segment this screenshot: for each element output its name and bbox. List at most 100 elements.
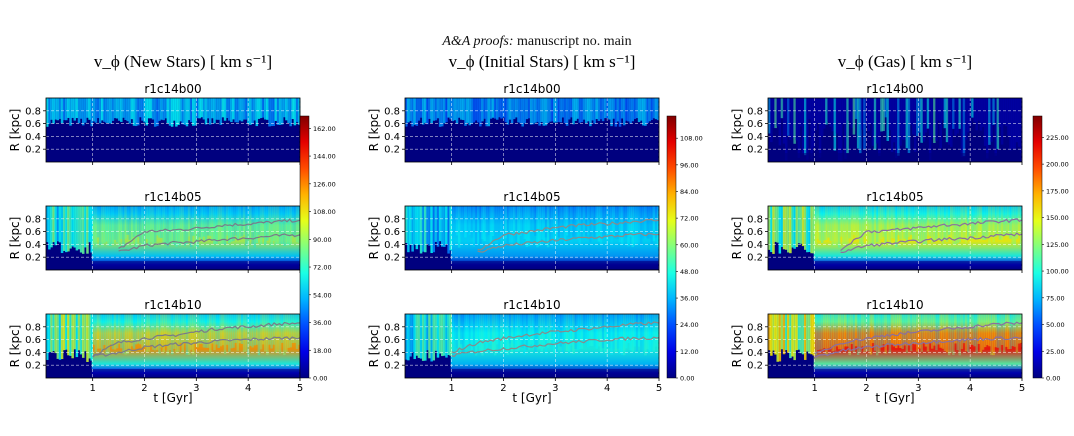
heatmap-cell [992, 314, 995, 356]
heatmap-cell [230, 206, 233, 242]
heatmap-cell [582, 206, 586, 238]
heatmap-cell [825, 314, 828, 355]
heatmap-cell [986, 98, 989, 159]
heatmap-cell [654, 206, 658, 238]
heatmap-cell [405, 98, 408, 127]
heatmap-cell [603, 314, 607, 354]
heatmap-cell [244, 314, 248, 352]
heatmap-cell [540, 98, 543, 123]
heatmap-cell [285, 206, 288, 246]
heatmap-cell [242, 314, 246, 353]
heatmap-cell [920, 206, 923, 242]
heatmap-cell [787, 314, 790, 353]
heatmap-cell [158, 314, 161, 354]
heatmap-cell [84, 314, 87, 352]
heatmap-cell [60, 314, 64, 360]
heatmap-cell [935, 314, 938, 351]
heatmap-cell [784, 314, 788, 351]
x-tick-label: 3 [193, 383, 199, 394]
heatmap-cell [616, 314, 620, 349]
heatmap-cell [880, 314, 883, 348]
heatmap-cell [67, 206, 70, 252]
heatmap-cell [996, 314, 1000, 348]
heatmap-cell [542, 314, 546, 349]
heatmap-cell [555, 314, 558, 354]
heatmap-cell [194, 98, 197, 126]
heatmap-cell [861, 98, 864, 130]
heatmap-cell [580, 98, 584, 123]
heatmap-cell [411, 206, 414, 252]
heatmap-cell [772, 206, 775, 254]
heatmap-cell [650, 98, 654, 121]
heatmap-cell [620, 98, 624, 119]
heatmap-cell [107, 314, 110, 356]
heatmap-cell [498, 206, 501, 245]
heatmap-cell [92, 206, 96, 244]
heatmap-cell [65, 206, 68, 253]
heatmap-cell [240, 314, 244, 344]
heatmap-cell [481, 98, 484, 122]
colorbar-tick-label: 72.00 [680, 215, 699, 223]
y-tick-label: 0.4 [25, 240, 41, 251]
heatmap-cell [413, 206, 416, 245]
y-tick-label: 0.8 [384, 322, 400, 333]
heatmap-cell [134, 314, 138, 345]
heatmap-cell [801, 314, 805, 355]
heatmap-cell [563, 206, 567, 244]
heatmap-cell [449, 314, 452, 356]
heatmap-cell [476, 98, 480, 123]
series-line-upper [477, 218, 660, 251]
heatmap-cell [251, 314, 254, 348]
heatmap-cell [966, 206, 970, 240]
heatmap-cell [582, 98, 586, 120]
heatmap-cell [850, 98, 854, 128]
heatmap-cell [173, 206, 176, 246]
heatmap-cell [789, 98, 792, 141]
heatmap-cell [1015, 206, 1019, 239]
heatmap-cell [160, 314, 163, 348]
heatmap-cell [411, 98, 414, 127]
heatmap-cell [481, 206, 484, 240]
heatmap-cell [92, 314, 96, 345]
y-tick-label: 0.4 [747, 348, 763, 359]
heatmap-cell [890, 206, 894, 239]
heatmap-cell [612, 314, 615, 350]
heatmap-cell [96, 314, 100, 349]
heatmap-cell [238, 206, 242, 238]
heatmap-cell [928, 314, 932, 344]
heatmap-field [91, 206, 300, 270]
heatmap-cell [525, 314, 529, 350]
heatmap-cell [774, 314, 777, 355]
heatmap-cell [793, 206, 796, 249]
series-line-lower [451, 336, 660, 358]
heatmap-cell [627, 98, 630, 122]
heatmap-cell [892, 206, 896, 239]
heatmap-cell [268, 314, 271, 345]
heatmap-cell [128, 98, 132, 124]
y-axis-label: R [kpc] [8, 217, 22, 260]
heatmap-cell [432, 314, 436, 361]
heatmap-cell [117, 314, 121, 344]
heatmap-cell [808, 206, 811, 252]
heatmap-cell [584, 206, 588, 236]
y-tick-label: 0.4 [25, 348, 41, 359]
heatmap-field [813, 314, 1022, 378]
heatmap-cell [208, 98, 212, 125]
heatmap-cell [565, 98, 569, 126]
heatmap-cell [295, 206, 299, 243]
heatmap-cell [772, 98, 775, 129]
heatmap-cell [608, 98, 611, 120]
heatmap-cell [873, 98, 877, 150]
heatmap-cell [886, 98, 890, 141]
heatmap-cell [230, 314, 233, 349]
heatmap-cell [627, 206, 630, 247]
heatmap-cell [521, 206, 524, 246]
colorbar-tick-label: 126.00 [313, 180, 336, 188]
heatmap-cell [460, 206, 463, 238]
heatmap-cell [86, 98, 89, 118]
heatmap-cell [599, 206, 603, 245]
heatmap-cell [561, 206, 565, 244]
heatmap-cell [139, 98, 142, 118]
heatmap-cell [810, 206, 813, 254]
heatmap-cell [650, 314, 654, 352]
